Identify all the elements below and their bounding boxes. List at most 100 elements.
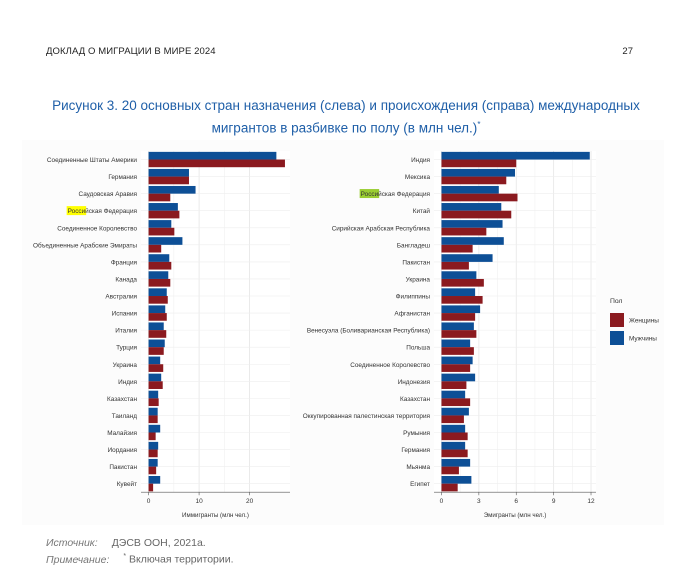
bar-male [441,322,474,331]
x-tick-label: 6 [514,498,518,505]
category-label: Оккупированная палестинская территория [303,413,431,420]
category-label: Таиланд [112,413,138,420]
x-tick-label: 20 [246,498,254,505]
bar-male [148,288,167,297]
bar-female [148,330,167,338]
bar-female [441,398,471,407]
bar-male [148,407,158,416]
category-label: Пакистан [402,259,430,266]
bar-male [148,151,277,160]
bar-female [441,466,459,475]
bar-female [148,176,189,185]
bar-male [441,339,471,348]
source-line: Источник: ДЭСВ ООН, 2021a. [46,537,206,549]
bar-male [441,168,515,177]
category-label: Мьянма [406,464,430,471]
bar-male [148,305,166,314]
source-text: ДЭСВ ООН, 2021a. [111,537,206,549]
bar-male [148,185,196,194]
category-label: Германия [401,447,430,454]
bar-female [441,449,468,458]
bar-male [148,339,165,348]
bar-female [441,364,471,372]
bar-female [148,244,162,253]
note-line: Примечание: * Включая территории. [46,553,234,566]
bar-female [148,159,285,168]
x-axis-title: Эмигранты (млн чел.) [484,512,547,519]
category-label: Филиппины [396,294,431,301]
bar-female [441,244,473,253]
category-label: Афганистан [394,311,430,318]
bar-male [441,254,493,262]
category-label: Индонезия [398,379,431,386]
source-label: Источник: [46,537,98,549]
bar-female [441,381,467,389]
bar-female [441,193,518,202]
bar-female [148,415,158,424]
label-highlight [66,206,87,216]
figure-title-text: Рисунок 3. 20 основных стран назначения … [52,98,640,136]
note-text: Включая территории. [126,553,234,566]
bar-female [441,176,507,185]
category-label: Соединенное Королевство [350,362,430,369]
category-label: Кувейт [117,480,137,488]
bar-female [148,381,163,389]
bar-female [148,347,164,355]
bar-female [441,432,468,441]
bar-male [441,237,504,245]
category-label: Испания [112,311,138,318]
bar-male [441,373,476,382]
x-tick-label: 0 [440,498,444,505]
bar-male [441,271,477,279]
category-label: Соединенное Королевство [57,225,137,232]
category-label: Турция [116,345,137,352]
legend-label: Женщины [629,318,659,325]
category-label: Германия [108,174,137,181]
legend-title: Пол [610,298,623,305]
bar-female [441,278,484,287]
bar-male [148,475,161,484]
category-label: Казахстан [107,396,137,403]
bar-male [148,271,169,279]
category-label: Российская Федерация [68,207,138,215]
category-label: Италия [115,328,137,335]
x-tick-label: 9 [552,498,556,505]
category-label: Объединенные Арабские Эмираты [33,241,137,249]
bar-female [441,347,474,355]
figure-title: Рисунок 3. 20 основных стран назначения … [46,96,646,138]
category-label: Иордания [108,447,138,454]
bar-male [441,356,473,365]
bar-female [148,432,156,441]
category-label: Румыния [403,430,430,437]
category-label: Индия [411,157,430,164]
bar-female [148,364,164,372]
label-highlight [359,189,380,199]
bar-male [148,458,158,467]
x-axis-title: Иммигранты (млн чел.) [182,512,249,519]
bar-male [441,407,469,416]
category-label: Бангладеш [397,242,430,249]
x-tick-label: 3 [477,498,481,505]
category-label: Венесуэла (Боливарианская Республика) [307,327,430,335]
bar-male [441,390,466,399]
x-tick-label: 10 [195,498,203,505]
category-label: Австралия [105,294,137,301]
bar-male [148,203,178,211]
category-label: Египет [410,481,430,488]
bar-male [441,203,502,211]
bar-female [148,210,180,219]
bar-male [441,220,503,228]
page-number: 27 [622,46,633,57]
bar-female [148,227,175,236]
bar-female [148,313,167,321]
note-label: Примечание: [46,553,110,566]
bar-male [148,424,161,433]
bar-female [148,449,158,458]
bar-male [441,288,476,297]
bar-female [148,278,171,287]
bar-male [148,237,183,245]
chart-area: Соединенные Штаты Америки Германия Саудовс… [22,140,664,525]
category-label: Малайзия [107,429,137,437]
category-label: Украина [113,362,138,369]
category-label: Российская Федерация [361,190,431,198]
